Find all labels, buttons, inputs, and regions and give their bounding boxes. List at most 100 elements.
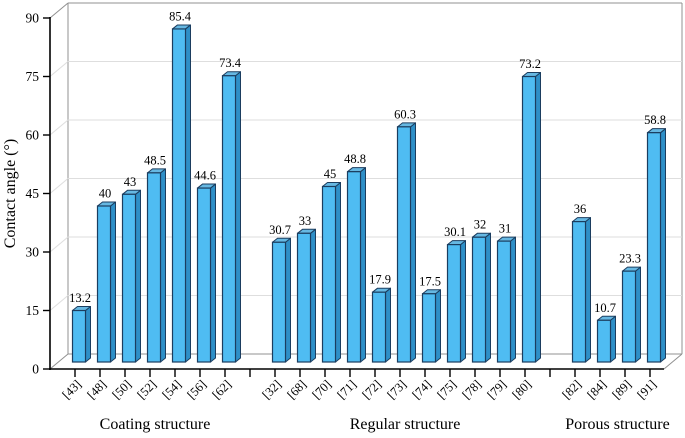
bar-side-face	[185, 24, 191, 363]
gridline-depth-stub	[49, 236, 69, 253]
bar	[221, 75, 237, 363]
bar-side-face	[485, 232, 491, 363]
bar-side-face	[160, 168, 166, 363]
bar-value-label: 60.3	[394, 107, 416, 121]
bar-side-face	[85, 306, 91, 363]
bar	[571, 221, 587, 363]
bar-side-face	[585, 217, 591, 363]
y-tick-label: 0	[32, 362, 39, 377]
bar	[96, 205, 112, 363]
bar	[621, 270, 637, 363]
y-tick-label: 60	[26, 128, 40, 143]
y-tick-label: 90	[26, 11, 40, 26]
bar-side-face	[210, 183, 216, 363]
gridline-depth-stub	[49, 119, 69, 136]
bar	[471, 236, 487, 363]
bar-value-label: 33	[299, 214, 312, 228]
gridline-depth-stub	[49, 295, 69, 311]
y-tick-label: 75	[26, 69, 40, 84]
x-category-label: [74]	[409, 377, 434, 402]
bar-value-label: 36	[574, 202, 587, 216]
bar	[71, 309, 87, 363]
bar-side-face	[610, 315, 616, 363]
x-category-label: [68]	[284, 377, 309, 402]
x-category-label: [78]	[459, 377, 484, 402]
bar-value-label: 73.2	[519, 57, 541, 71]
x-category-label: [89]	[609, 377, 634, 402]
bar	[346, 171, 362, 363]
bar-value-label: 17.5	[419, 274, 441, 288]
bar-side-face	[435, 289, 441, 363]
gridline-depth-stub	[49, 178, 69, 194]
bar-value-label: 30.1	[444, 225, 466, 239]
bar	[446, 244, 462, 363]
x-category-label: [73]	[384, 377, 409, 402]
bar-value-label: 85.4	[169, 9, 192, 23]
bar-value-label: 45	[324, 167, 337, 181]
x-category-label: [32]	[259, 377, 284, 402]
bar-value-label: 43	[124, 175, 137, 189]
bar-side-face	[510, 236, 516, 363]
bar-value-label: 48.8	[344, 152, 366, 166]
bar-side-face	[460, 240, 466, 363]
x-category-label: [80]	[509, 377, 534, 402]
gridline-depth-stub	[49, 61, 69, 77]
bar-side-face	[310, 228, 316, 363]
bar-side-face	[385, 287, 391, 363]
x-category-label: [79]	[484, 377, 509, 402]
bar-side-face	[285, 237, 291, 363]
x-category-label: [82]	[559, 377, 584, 402]
bar-value-label: 58.8	[644, 113, 666, 127]
x-category-label: [54]	[159, 377, 184, 402]
bar-side-face	[635, 266, 641, 363]
x-category-label: [84]	[584, 377, 609, 402]
x-category-label: [43]	[59, 377, 84, 402]
depth-edge-origin	[49, 353, 69, 370]
bar-side-face	[360, 167, 366, 363]
bar-value-label: 10.7	[594, 301, 616, 315]
x-category-label: [48]	[84, 377, 109, 402]
bar	[646, 132, 662, 363]
bar-value-label: 31	[499, 222, 512, 236]
bar	[371, 291, 387, 363]
bar	[271, 241, 287, 363]
bar-value-label: 13.2	[69, 291, 91, 305]
bar-side-face	[410, 122, 416, 363]
bar	[396, 126, 412, 363]
x-category-label: [75]	[434, 377, 459, 402]
bar-side-face	[535, 72, 541, 363]
x-category-label: [50]	[109, 377, 134, 402]
y-axis-title: Contact angle (°)	[2, 139, 19, 248]
y-tick-label: 15	[26, 303, 40, 318]
bar	[521, 75, 537, 363]
bar-value-label: 23.3	[619, 252, 641, 266]
x-category-label: [62]	[209, 377, 234, 402]
x-category-label: [71]	[334, 377, 359, 402]
bar-side-face	[335, 182, 341, 363]
group-label: Coating structure	[100, 416, 211, 433]
depth-edge-bottom-right	[663, 353, 683, 370]
bar-side-face	[110, 201, 116, 363]
bar	[171, 28, 187, 363]
bar-value-label: 73.4	[219, 56, 242, 70]
bar	[321, 185, 337, 363]
y-tick-label: 30	[26, 245, 40, 260]
bar	[596, 319, 612, 363]
bar-value-label: 44.6	[194, 169, 216, 183]
bar	[196, 187, 212, 363]
group-label: Regular structure	[350, 416, 461, 433]
bar	[146, 172, 162, 363]
bar	[496, 240, 512, 363]
x-category-label: [70]	[309, 377, 334, 402]
x-category-label: [72]	[359, 377, 384, 402]
bar	[121, 193, 137, 363]
group-label: Porous structure	[565, 416, 669, 433]
bar-value-label: 17.9	[369, 273, 391, 287]
bar-value-label: 30.7	[269, 223, 291, 237]
bar	[296, 232, 312, 363]
x-category-label: [52]	[134, 377, 159, 402]
x-category-label: [56]	[184, 377, 209, 402]
bar-value-label: 48.5	[144, 153, 166, 167]
